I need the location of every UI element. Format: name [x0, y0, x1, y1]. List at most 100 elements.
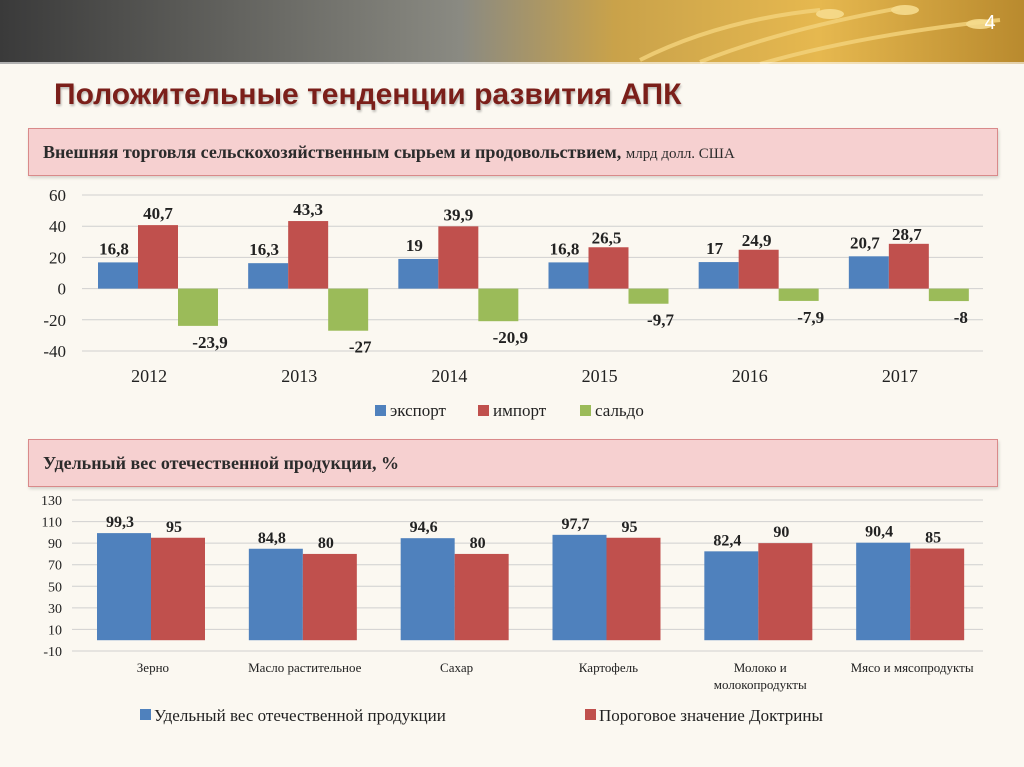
share-data-label: 95 — [166, 519, 182, 536]
trade-bar-export — [398, 258, 439, 289]
share-data-label: 94,6 — [410, 519, 438, 536]
trade-data-label: 39,9 — [443, 205, 473, 224]
share-data-label: 82,4 — [713, 532, 741, 549]
trade-data-label: 16,8 — [550, 239, 580, 258]
trade-data-label: 43,3 — [293, 200, 323, 219]
trade-chart-title: Внешняя торговля сельскохозяйственным сы… — [43, 142, 622, 162]
share-bar-threshold — [302, 553, 357, 641]
share-ytick-label: 130 — [41, 494, 62, 509]
share-data-label: 80 — [318, 535, 334, 552]
trade-data-label: 17 — [706, 239, 724, 258]
trade-data-label: -9,7 — [647, 311, 674, 330]
trade-bar-import — [438, 226, 479, 289]
share-bar-domestic — [856, 542, 911, 641]
share-bar-domestic — [248, 548, 303, 641]
share-data-label: 95 — [622, 519, 638, 536]
share-data-label: 85 — [925, 530, 941, 547]
share-bar-threshold — [606, 537, 661, 641]
trade-category-label: 2017 — [882, 366, 918, 386]
trade-bar-export — [98, 262, 138, 289]
trade-category-label: 2013 — [281, 366, 317, 386]
share-data-label: 80 — [470, 535, 486, 552]
trade-data-label: 19 — [406, 236, 423, 255]
trade-ytick-label: 60 — [49, 186, 66, 205]
trade-bar-import — [738, 249, 779, 289]
trade-bar-import — [138, 225, 178, 289]
trade-legend-swatch — [375, 405, 386, 416]
trade-data-label: 28,7 — [892, 225, 922, 244]
share-legend-swatch — [140, 709, 151, 720]
trade-category-label: 2016 — [732, 366, 768, 386]
share-bar-domestic — [97, 533, 151, 641]
share-category-label: Сахар — [440, 660, 473, 675]
trade-data-label: 20,7 — [850, 233, 880, 252]
share-bar-threshold — [151, 537, 205, 641]
share-category-label: Зерно — [137, 660, 169, 675]
share-legend-label: Пороговое значение Доктрины — [599, 706, 823, 725]
share-bar-domestic — [400, 538, 455, 641]
share-ytick-label: 90 — [48, 537, 62, 552]
header-banner — [0, 0, 1024, 64]
trade-bar-balance — [328, 288, 369, 331]
trade-ytick-label: 20 — [49, 248, 66, 267]
share-bar-threshold — [454, 553, 509, 641]
trade-bar-export — [848, 256, 889, 289]
share-data-label: 90,4 — [865, 524, 893, 541]
trade-bar-balance — [628, 288, 669, 304]
trade-legend-label: сальдо — [595, 401, 644, 420]
trade-data-label: 16,3 — [249, 240, 279, 259]
trade-data-label: -8 — [954, 308, 968, 327]
trade-data-label: 26,5 — [592, 228, 622, 247]
trade-bar-import — [888, 243, 929, 289]
trade-data-label: 40,7 — [143, 204, 173, 223]
trade-chart-unit: млрд долл. США — [625, 146, 735, 162]
share-data-label: 97,7 — [562, 516, 590, 533]
trade-category-label: 2015 — [582, 366, 618, 386]
trade-legend-swatch — [478, 405, 489, 416]
share-chart: 130 110 90 70 50 30 10 -10 99,3 95 Зерно 84,8 80 Масл… — [41, 494, 983, 725]
share-data-label: 99,3 — [106, 514, 134, 531]
trade-bar-import — [288, 221, 329, 289]
trade-bar-balance — [478, 288, 519, 322]
trade-data-label: 16,8 — [99, 239, 129, 258]
share-category-label: Мясо и мясопродукты — [851, 660, 974, 675]
share-legend-swatch — [585, 709, 596, 720]
trade-legend-swatch — [580, 405, 591, 416]
trade-bar-balance — [778, 288, 819, 301]
share-legend-label: Удельный вес отечественной продукции — [154, 706, 446, 725]
trade-plot-area — [82, 195, 983, 351]
share-category-label: Картофель — [579, 660, 638, 675]
share-data-label: 90 — [773, 524, 789, 541]
trade-category-label: 2012 — [131, 366, 167, 386]
share-bar-threshold — [910, 548, 965, 641]
trade-bar-export — [698, 262, 739, 289]
trade-data-label: -20,9 — [493, 328, 528, 347]
slide-number: 4 — [984, 12, 996, 34]
trade-data-label: 24,9 — [742, 231, 772, 250]
trade-data-label: -27 — [349, 338, 372, 357]
share-ytick-label: -10 — [43, 645, 62, 660]
trade-ytick-label: 0 — [58, 280, 67, 299]
share-category-label: Масло растительное — [248, 660, 361, 675]
trade-chart: 60 40 20 0 -20 -40 16,8 40,7 -23,9 2012 16,3 43,3 -2… — [43, 186, 983, 420]
trade-category-label: 2014 — [431, 366, 467, 386]
share-bar-domestic — [552, 534, 607, 641]
trade-bar-balance — [178, 288, 218, 326]
trade-chart-header: Внешняя торговля сельскохозяйственным сы… — [28, 128, 998, 176]
trade-bar-export — [248, 263, 289, 289]
trade-bar-import — [588, 247, 629, 289]
share-bar-threshold — [758, 543, 813, 641]
trade-ytick-label: -20 — [43, 311, 66, 330]
share-ytick-label: 10 — [48, 623, 62, 638]
page-title: Положительные тенденции развития АПК — [54, 78, 682, 111]
share-chart-header: Удельный вес отечественной продукции, % — [28, 439, 998, 487]
trade-ytick-label: -40 — [43, 342, 66, 361]
trade-data-label: -23,9 — [192, 333, 227, 352]
trade-data-label: -7,9 — [797, 308, 824, 327]
share-bar-domestic — [704, 551, 759, 641]
share-category-label: молокопродукты — [714, 677, 807, 692]
trade-ytick-label: 40 — [49, 217, 66, 236]
trade-legend-label: экспорт — [390, 401, 447, 420]
trade-bar-balance — [928, 288, 969, 302]
